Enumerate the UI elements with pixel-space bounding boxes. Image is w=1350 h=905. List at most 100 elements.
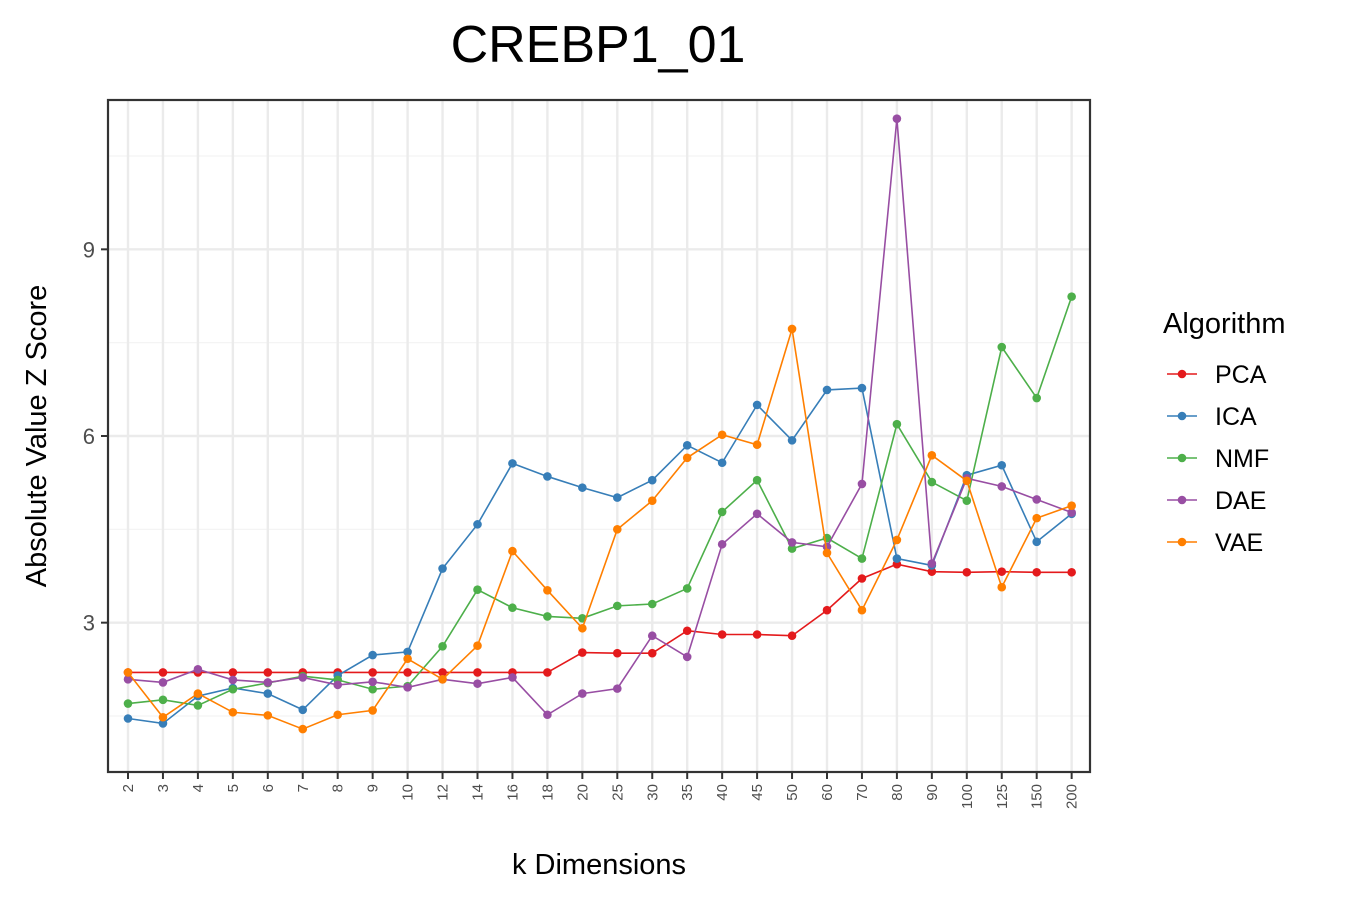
data-point [682,441,692,450]
data-point [613,601,622,611]
data-point [822,605,832,615]
y-tick-label: 9 [83,237,95,262]
data-point [438,668,447,677]
x-tick-label: 100 [959,784,976,809]
data-point [857,554,867,563]
series-line-vae [127,328,1072,730]
x-tick-label: 70 [854,784,871,801]
data-point [962,496,972,506]
data-point [822,542,832,552]
x-tick-label: 14 [470,784,487,801]
data-point [1067,292,1076,301]
data-point [997,482,1007,491]
data-point [787,436,797,445]
x-tick-label: 20 [574,784,591,801]
x-axis-title: k Dimensions [512,849,686,881]
data-point [578,623,587,633]
data-point [857,605,867,615]
data-point [543,586,552,595]
data-point [158,678,168,687]
data-point [368,668,377,677]
data-point [892,535,902,545]
x-tick-label: 3 [155,784,172,792]
data-point [158,719,168,728]
x-tick-label: 45 [749,784,766,801]
legend-swatch-point [1177,411,1187,421]
data-point [543,612,552,621]
data-point [578,689,587,698]
data-point [228,668,238,677]
data-point [473,520,482,529]
data-point [682,584,692,593]
data-point [123,699,133,708]
data-point [123,668,133,677]
data-point [613,648,622,658]
data-point [787,538,797,547]
legend-label: NMF [1215,445,1269,473]
series-group [123,114,1076,734]
legend-item-vae: VAE [1167,529,1263,557]
data-point [752,630,762,639]
data-point [927,477,937,487]
legend-item-pca: PCA [1167,361,1267,389]
data-point [613,525,622,534]
data-point [438,564,447,573]
data-point [857,479,867,489]
data-point [508,603,517,613]
legend-swatch-point [1177,537,1187,547]
legend-swatch-point [1177,495,1187,505]
data-point [508,459,517,468]
x-tick-label: 6 [260,784,277,792]
data-point [717,458,727,468]
data-point [298,673,308,682]
data-point [263,668,273,677]
data-point [193,689,203,698]
data-point [1067,501,1076,510]
x-tick-label: 90 [924,784,941,801]
data-point [1032,513,1041,523]
data-point [578,648,587,657]
chart-title: CREBP1_01 [451,16,746,74]
data-point [473,641,482,650]
legend-swatch-point [1177,453,1187,463]
x-tick-label: 12 [435,784,452,801]
data-point [263,689,273,698]
data-point [787,544,797,553]
y-tick-label: 3 [83,611,95,636]
data-point [263,711,273,720]
legend-label: ICA [1215,403,1257,431]
data-point [438,674,447,684]
y-axis-title: Absolute Value Z Score [21,285,53,588]
data-point [368,677,377,687]
data-point [1032,495,1041,504]
x-tick-label: 2 [120,784,137,792]
x-tick-label: 150 [1029,784,1046,809]
x-tick-label: 35 [679,784,696,801]
data-point [647,631,657,641]
data-point [1067,508,1076,517]
x-tick-label: 80 [889,784,906,801]
x-tick-label: 125 [994,784,1011,809]
legend-item-nmf: NMF [1167,445,1269,473]
data-point [752,440,762,450]
x-tick-label: 4 [190,784,207,792]
legend-title: Algorithm [1163,308,1286,340]
data-point [613,493,622,502]
data-point [263,678,273,687]
data-point [752,475,762,485]
data-point [647,496,657,506]
data-point [193,701,203,710]
data-point [717,539,727,549]
data-point [997,567,1007,576]
data-point [997,582,1007,592]
series-dae [123,114,1076,720]
data-point [438,642,447,651]
series-line-ica [127,387,1073,725]
data-point [892,114,902,123]
data-point [508,673,517,682]
data-point [333,680,343,690]
data-point [193,665,203,674]
data-point [682,652,692,662]
